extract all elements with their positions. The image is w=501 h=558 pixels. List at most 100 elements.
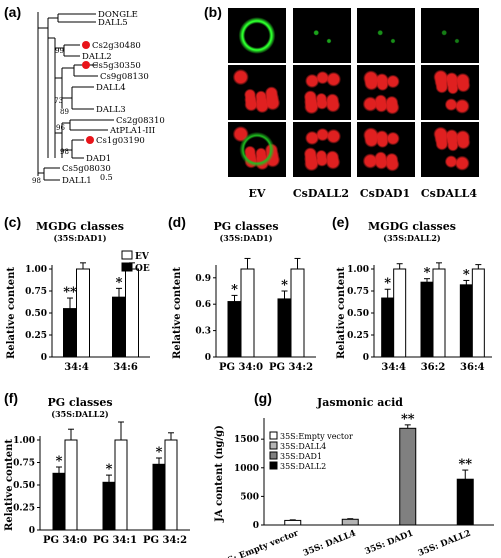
legend-label: OE [135,264,150,274]
legend-swatch [269,451,278,460]
column-label-csdad1: CsDAD1 [359,187,411,200]
column-label-ev: EV [248,187,266,200]
bar [432,268,446,358]
y-tick-label: 0.9 [195,274,211,284]
taxon-label: DALL2 [82,52,112,62]
taxon-label: DALL4 [96,83,126,93]
chart-pg-dall2: PG classes(35S:DALL2) Relative content 0 0.… [4,396,190,546]
y-tick-label: 1500 [234,435,259,445]
y-tick-label: 0 [41,353,47,363]
bar [240,268,255,358]
y-axis-label: Relative content [4,439,15,531]
taxon-label: Cs2g08310 [116,116,165,126]
bar [114,439,128,531]
significance-star: ** [401,412,415,427]
column-label-csdall4: CsDALL4 [420,187,478,200]
x-tick-label: PG 34:0 [219,362,263,373]
y-axis-label: Relative content [336,267,347,359]
x-tick-label: 34:6 [113,362,138,373]
bar [277,298,292,358]
y-tick-label: 0.50 [13,481,35,491]
bar [459,284,473,358]
panel-label-b: (b) [204,4,222,20]
x-tick-label: 36:4 [460,362,485,373]
legend-swatch [269,461,278,470]
panel-label-f: (f) [4,390,18,406]
column-label-csdall2: CsDALL2 [292,187,350,200]
phylogenetic-tree: DONGLE DALL5 Cs2g30480 DALL2 Cs5g30350 C… [32,10,165,186]
bar [393,268,407,358]
bootstrap-value: 99 [55,47,64,55]
significance-star: * [424,266,431,281]
panel-label-d: (d) [168,214,186,230]
significance-star: * [231,282,238,297]
taxon-label: DAD1 [86,154,111,164]
y-tick-label: 0.6 [195,300,211,310]
bar [381,297,395,358]
taxon-label: DONGLE [98,10,138,20]
y-tick-label: 0.75 [25,287,47,297]
x-tick-label: 34:4 [64,362,89,373]
scale-bar-label: 0.5 [100,173,113,182]
taxon-label: Cs9g08130 [100,72,149,82]
bootstrap-value: 73 [54,97,63,105]
bootstrap-value: 98 [60,148,69,156]
taxon-label: Cs5g30350 [92,61,141,71]
significance-star: ** [458,457,472,472]
bar [164,439,178,531]
highlight-dot [86,136,94,144]
microscopy-cell [293,65,351,120]
y-tick-label: 0 [29,526,35,536]
y-tick-label: 0 [205,353,211,363]
significance-star: * [116,275,123,290]
y-tick-label: 0.25 [347,331,369,341]
bar [112,296,126,358]
bar [125,268,139,358]
significance-star: * [281,278,288,293]
bootstrap-value: 89 [60,108,69,116]
chart-pg-dad1: PG classes(35S:DAD1) Relative content 0 0.3… [172,220,316,373]
chart-title: Jasmonic acid [316,396,403,409]
microscopy-cell [421,122,479,177]
panel-label-c: (c) [4,214,22,230]
chart-mgdg-dad1: MGDG classes(35S:DAD1) Relative content 0 0… [6,220,150,373]
x-tick-label: 35S: DAD1 [364,528,415,557]
microscopy-cell [228,122,286,177]
chart-title: PG classes [213,220,278,233]
bootstrap-value: 96 [56,124,65,132]
legend-swatch [269,431,278,440]
taxon-label: DALL5 [98,18,128,28]
y-axis-label: Relative content [172,267,183,359]
microscopy-cell [357,65,415,120]
y-tick-label: 0.3 [195,327,211,337]
legend-swatch [121,262,133,272]
panel-label-g: (g) [254,390,272,406]
microscopy-cell [228,65,286,120]
bar [399,427,417,526]
chart-subtitle: (35S:DALL2) [51,409,109,419]
microscopy-cell [228,8,286,63]
chart-mgdg-dall2: MGDG classes(35S:DALL2)Relative content 0… [336,220,492,373]
x-tick-label: 35S: Empty vector [216,528,301,558]
taxon-label: Cs1g03190 [96,136,145,146]
legend-swatch [121,250,133,260]
microscopy-cell [421,65,479,120]
legend-label: 35S:Empty vector [280,432,353,441]
panel-label-a: (a) [4,4,22,20]
y-tick-label: 1.00 [347,265,369,275]
taxon-label: Cs2g30480 [92,41,141,51]
legend-swatch [269,441,278,450]
taxon-label: AtPLA1-III [109,126,155,136]
x-tick-label: PG 34:0 [43,535,87,546]
bar [63,308,77,358]
x-tick-label: PG 34:2 [143,535,187,546]
y-tick-label: 500 [240,492,259,502]
chart-title: MGDG classes [36,220,124,233]
y-tick-label: 0 [363,353,369,363]
y-tick-label: 1.00 [25,265,47,275]
bar [64,439,78,531]
chart-title: PG classes [47,396,112,409]
chart-subtitle: (35S:DAD1) [219,233,272,243]
y-tick-label: 0.50 [25,309,47,319]
significance-star: * [384,276,391,291]
